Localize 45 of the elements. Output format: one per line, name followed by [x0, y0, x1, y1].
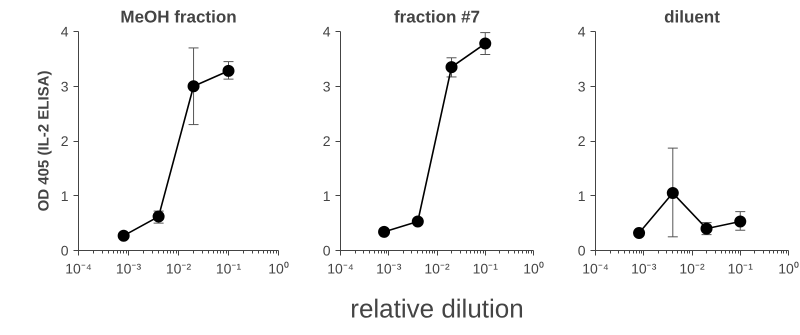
x-tick-label: 10⁻³ [376, 260, 402, 276]
point [734, 215, 746, 228]
point [222, 64, 234, 77]
point [378, 226, 390, 238]
x-tick-label: 10⁰ [778, 260, 799, 276]
x-tick-label: 10⁻⁴ [65, 260, 92, 276]
point [118, 230, 130, 242]
y-axis-title: OD 405 (IL-2 ELISA) [36, 70, 53, 212]
chart-title: fraction #7 [394, 8, 480, 26]
x-tick-label: 10⁻¹ [216, 260, 242, 276]
point [446, 61, 458, 74]
x-tick-label: 10⁻³ [631, 260, 657, 276]
x-tick-label: 10⁻⁴ [327, 260, 354, 276]
y-tick-label: 0 [60, 242, 69, 258]
y-tick-label: 0 [322, 242, 331, 258]
x-axis-title: relative dilution [350, 294, 524, 324]
x-tick-label: 10⁻¹ [728, 260, 754, 276]
x-tick-label: 10⁻³ [116, 260, 142, 276]
chart-title: MeOH fraction [120, 8, 237, 26]
y-tick-label: 3 [322, 78, 331, 94]
y-tick-label: 4 [60, 24, 69, 40]
chart-title: diluent [664, 8, 720, 26]
y-tick-label: 3 [60, 78, 69, 94]
y-tick-label: 4 [322, 24, 331, 40]
y-tick-label: 3 [578, 78, 586, 94]
x-tick-label: 10⁻¹ [472, 260, 498, 276]
point [633, 226, 646, 239]
y-tick-label: 4 [578, 24, 586, 40]
y-tick-label: 1 [578, 188, 586, 204]
x-tick-label: 10⁻² [424, 260, 450, 276]
y-tick-label: 2 [578, 133, 586, 149]
x-tick-label: 10⁰ [268, 260, 289, 276]
point [188, 80, 200, 92]
y-tick-label: 1 [60, 188, 69, 204]
point [666, 187, 679, 199]
x-tick-label: 10⁻² [166, 260, 192, 276]
point [479, 38, 492, 50]
point [412, 215, 424, 228]
x-tick-label: 10⁻⁴ [582, 260, 609, 276]
y-tick-label: 1 [322, 188, 331, 204]
y-tick-label: 2 [60, 133, 69, 149]
y-tick-label: 2 [322, 133, 331, 149]
y-tick-label: 0 [578, 242, 586, 258]
x-tick-label: 10⁰ [523, 260, 544, 276]
x-tick-label: 10⁻² [679, 260, 705, 276]
